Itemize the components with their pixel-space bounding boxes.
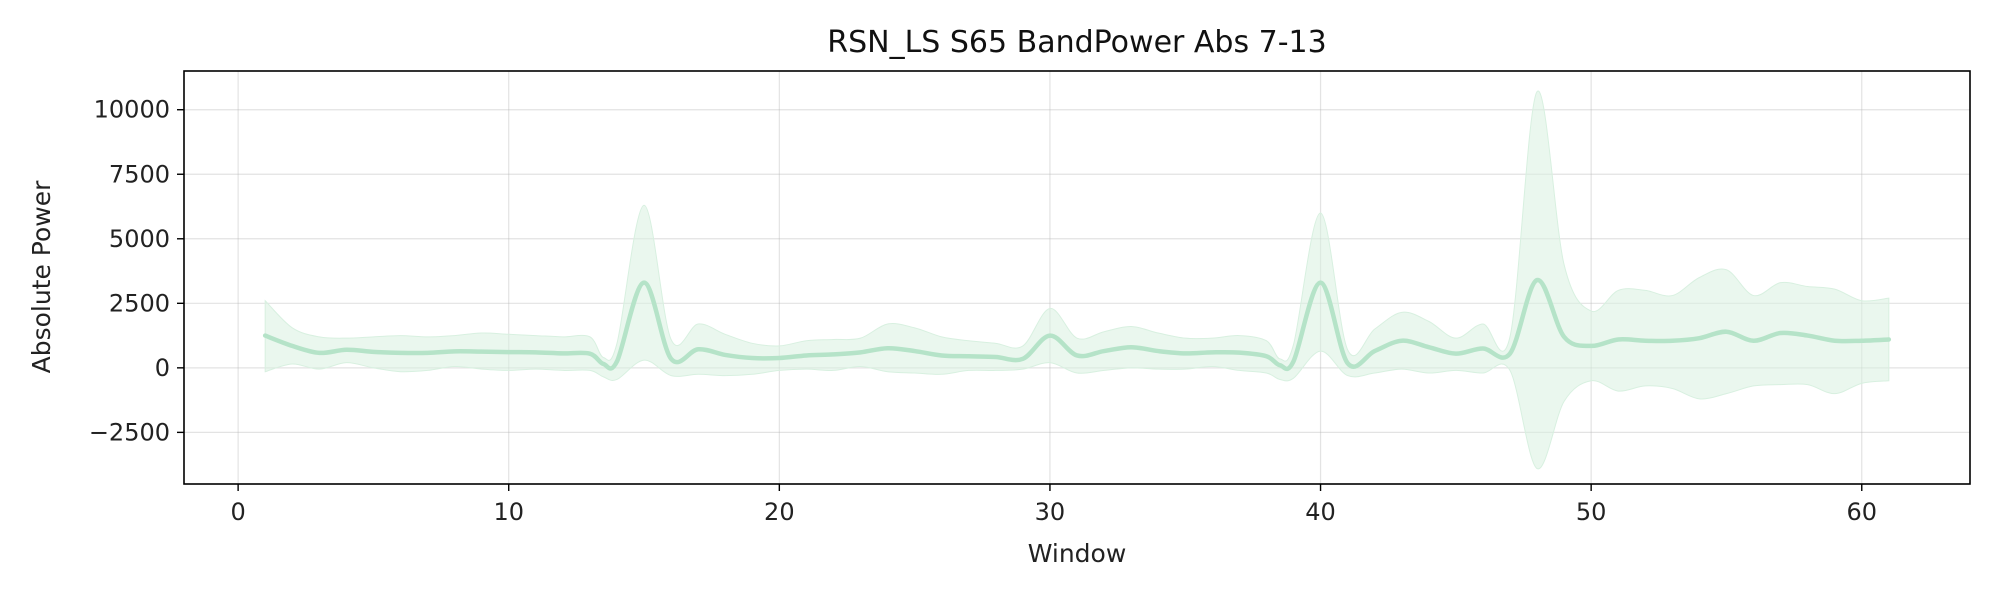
y-axis-title: Absolute Power bbox=[27, 180, 56, 374]
x-axis: 0 10 20 30 40 50 60 bbox=[230, 484, 1877, 526]
plot-area-frame bbox=[183, 70, 1971, 485]
mean-power-line bbox=[262, 277, 1892, 372]
x-tick-label: 60 bbox=[1846, 498, 1877, 526]
confidence-band-layer bbox=[264, 90, 1890, 470]
series-line-layer bbox=[262, 277, 1892, 372]
x-tick-label: 40 bbox=[1305, 498, 1336, 526]
chart-title: RSN_LS S65 BandPower Abs 7-13 bbox=[827, 25, 1326, 60]
y-axis: −2500 0 2500 5000 7500 10000 bbox=[89, 96, 184, 446]
y-tick-label: 7500 bbox=[109, 160, 170, 188]
y-tick-label: 10000 bbox=[94, 96, 170, 124]
x-tick-label: 0 bbox=[230, 498, 245, 526]
confidence-band bbox=[264, 90, 1890, 470]
x-axis-title: Window bbox=[1028, 539, 1127, 568]
y-tick-label: −2500 bbox=[89, 418, 170, 446]
x-tick-label: 50 bbox=[1576, 498, 1607, 526]
x-tick-label: 30 bbox=[1035, 498, 1066, 526]
y-tick-label: 0 bbox=[155, 354, 170, 382]
x-tick-label: 20 bbox=[764, 498, 795, 526]
x-tick-label: 10 bbox=[493, 498, 524, 526]
y-tick-label: 2500 bbox=[109, 289, 170, 317]
y-tick-label: 5000 bbox=[109, 225, 170, 253]
